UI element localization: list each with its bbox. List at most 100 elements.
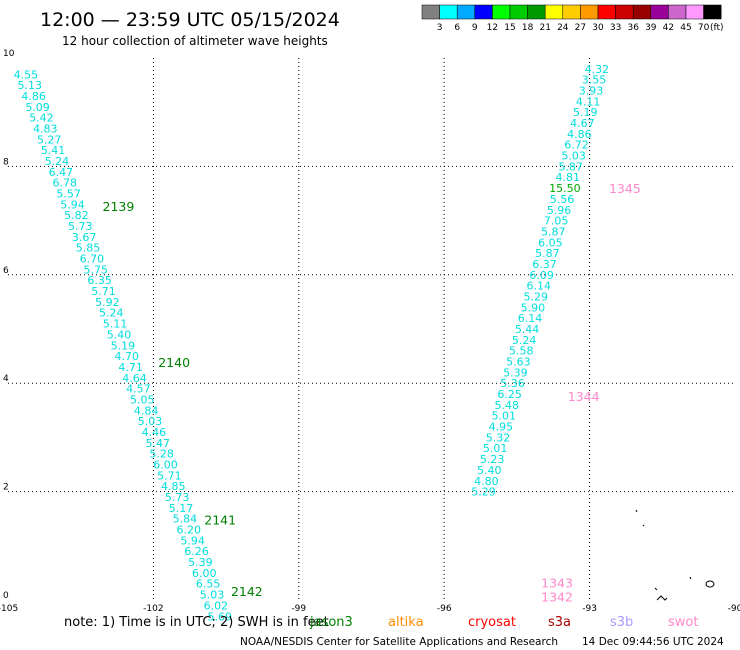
wave-height-label: 5.44 <box>515 323 540 336</box>
wave-height-label: 5.42 <box>29 112 54 125</box>
footer-timestamp: 14 Dec 09:44:56 UTC 2024 <box>582 636 724 648</box>
wave-height-label: 5.71 <box>91 285 116 298</box>
wave-height-label: 5.90 <box>521 301 546 314</box>
satellite-s3a: s3a <box>548 615 571 630</box>
wave-height-label: 5.29 <box>524 290 549 303</box>
pass-number-label: 2140 <box>158 355 190 370</box>
wave-height-label: 5.82 <box>64 209 89 222</box>
colorbar-label: 30 <box>592 23 604 33</box>
colorbar-label: 18 <box>522 23 534 33</box>
wave-height-label: 5.03 <box>200 589 225 602</box>
colorbar-swatch <box>650 4 669 20</box>
x-tick-label: -90 <box>728 604 740 614</box>
coastline-map <box>635 509 715 601</box>
wave-height-label: 5.92 <box>95 296 120 309</box>
wave-height-label: 4.55 <box>14 68 39 81</box>
wave-height-label: 5.24 <box>512 334 537 347</box>
satellite-legend: jason3 altika cryosat s3a s3b swot <box>309 615 698 630</box>
wave-height-label: 15.50 <box>549 182 581 195</box>
colorbar-label: 15 <box>504 23 515 33</box>
footer-credit: NOAA/NESDIS Center for Satellite Applica… <box>240 636 558 648</box>
x-tick-label: -99 <box>291 604 306 614</box>
pass-number-label: 1343 <box>541 576 573 591</box>
satellite-s3b: s3b <box>610 615 633 630</box>
wave-height-label: 4.32 <box>585 63 610 76</box>
wave-height-label: 6.05 <box>538 236 563 249</box>
x-tick-label: -102 <box>143 604 163 614</box>
colorbar-swatch <box>597 4 616 20</box>
y-tick-label: 2 <box>3 483 9 493</box>
wave-height-label: 3.55 <box>582 74 607 87</box>
wave-height-label: 4.57 <box>126 383 151 396</box>
wave-height-label: 3.93 <box>579 85 604 98</box>
wave-height-label: 5.27 <box>37 133 62 146</box>
wave-height-label: 5.94 <box>60 198 85 211</box>
wave-height-label: 5.03 <box>138 415 163 428</box>
wave-height-label: 6.72 <box>564 139 589 152</box>
chart-subtitle: 12 hour collection of altimeter wave hei… <box>62 34 328 48</box>
wave-height-label: 5.39 <box>188 556 213 569</box>
wave-height-label: 4.86 <box>567 128 592 141</box>
colorbar-swatch <box>474 4 493 20</box>
colorbar-swatch <box>439 4 458 20</box>
wave-height-label: 5.75 <box>83 263 108 276</box>
wave-height-label: 5.69 <box>208 610 233 623</box>
colorbar-swatch <box>632 4 652 20</box>
wave-height-label: 4.64 <box>122 372 147 385</box>
wave-height-label: 4.46 <box>142 426 167 439</box>
wave-height-label: 4.81 <box>556 171 581 184</box>
colorbar-label: 45 <box>680 23 691 33</box>
colorbar-label: 70 <box>698 23 710 33</box>
wave-height-label: 6.14 <box>518 312 543 325</box>
wave-height-label: 4.86 <box>21 90 46 103</box>
wave-height-label: 5.48 <box>494 399 519 412</box>
colorbar-label: 21 <box>539 23 550 33</box>
wave-height-label: 5.58 <box>509 345 534 358</box>
colorbar-swatch <box>580 4 599 20</box>
colorbar-swatch <box>615 4 634 20</box>
colorbar-label: 3 <box>437 23 443 33</box>
wave-height-label: 5.41 <box>41 144 66 157</box>
y-tick-label: 10 <box>3 49 15 59</box>
wave-height-label: 6.14 <box>526 280 551 293</box>
wave-height-label: 5.24 <box>45 155 70 168</box>
wave-height-label: 5.23 <box>480 453 505 466</box>
wave-height-label: 4.83 <box>33 122 58 135</box>
data-labels: 4.555.134.865.095.424.835.275.415.246.47… <box>14 63 609 623</box>
pass-number-label: 1342 <box>541 589 573 604</box>
colorbar-label: 42 <box>663 23 674 33</box>
wave-height-label: 6.37 <box>532 258 557 271</box>
wave-height-label: 5.94 <box>180 534 205 547</box>
y-tick-label: 6 <box>3 266 9 276</box>
colorbar-swatch <box>703 4 722 20</box>
colorbar-swatch <box>509 4 528 20</box>
satellite-altika: altika <box>388 615 424 630</box>
y-tick-label: 4 <box>3 374 9 384</box>
wave-height-label: 5.13 <box>18 79 43 92</box>
wave-height-label: 5.28 <box>149 448 174 461</box>
chart-title: 12:00 — 23:59 UTC 05/15/2024 <box>40 9 340 31</box>
colorbar-label: 12 <box>487 23 498 33</box>
wave-height-label: 4.85 <box>161 480 186 493</box>
pass-number-label: 2141 <box>204 512 236 527</box>
wave-height-label: 6.26 <box>184 545 209 558</box>
pass-number-label: 1345 <box>609 181 641 196</box>
wave-height-label: 5.03 <box>561 150 586 163</box>
colorbar-label: 9 <box>472 23 478 33</box>
wave-height-label: 6.55 <box>196 578 221 591</box>
y-tick-label: 0 <box>3 591 9 601</box>
wave-height-label: 5.57 <box>56 188 81 201</box>
wave-height-label: 4.71 <box>118 361 143 374</box>
wave-height-label: 5.11 <box>103 318 128 331</box>
pass-number-label: 2139 <box>103 199 135 214</box>
wave-height-label: 4.80 <box>474 475 499 488</box>
wave-height-label: 5.40 <box>477 464 502 477</box>
wave-height-label: 5.39 <box>503 366 528 379</box>
wave-height-label: 5.29 <box>471 486 496 499</box>
colorbar-swatch <box>562 4 581 20</box>
colorbar-swatch <box>668 4 687 20</box>
pass-number-label: 2142 <box>231 584 263 599</box>
pass-number-label: 1344 <box>568 389 600 404</box>
wave-height-label: 5.87 <box>558 160 583 173</box>
